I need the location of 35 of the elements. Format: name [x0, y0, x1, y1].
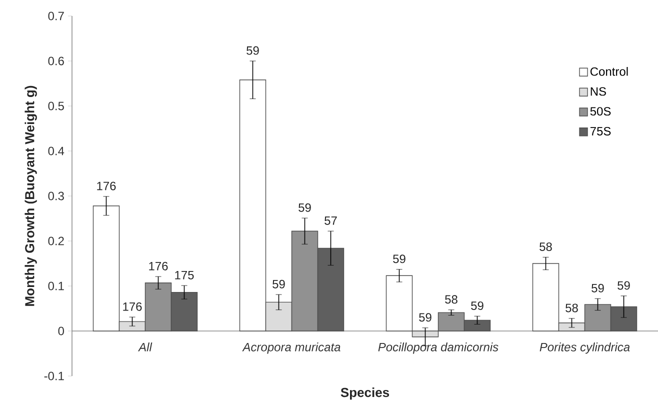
annotation: 59: [298, 203, 311, 212]
y-axis-title: Monthly Growth (Buoyant Weight g): [24, 86, 37, 306]
annotation: 175: [175, 270, 194, 280]
annotation: 59: [246, 46, 259, 55]
x-tick-label: Pocillopora damicornis: [378, 342, 498, 354]
y-tick-label: 0: [58, 326, 64, 336]
annotation: 59: [419, 313, 432, 322]
legend-label: 75S: [590, 126, 611, 136]
legend-label: NS: [590, 87, 606, 96]
x-tick-label: All: [138, 342, 152, 352]
x-tick-label: Porites cylindrica: [540, 342, 630, 354]
y-tick-label: 0.7: [48, 12, 64, 20]
annotation: 58: [445, 295, 458, 304]
y-tick-label: 0.1: [48, 282, 64, 290]
annotation: 59: [272, 280, 285, 288]
annotation: 59: [471, 301, 484, 310]
legend-label: Control: [590, 67, 628, 76]
legend-label: 50S: [590, 107, 611, 116]
y-tick-label: 0.4: [48, 146, 64, 156]
x-tick-label: Acropora muricata: [242, 342, 340, 354]
y-tick-label: 0.5: [48, 102, 64, 110]
y-tick-label: 0.3: [48, 192, 64, 200]
y-tick-label: 0.6: [48, 56, 64, 66]
annotation: 176: [123, 302, 142, 311]
annotation: 59: [592, 284, 604, 292]
annotation: 176: [149, 262, 168, 270]
y-tick-label: 0.2: [48, 236, 64, 246]
annotation: 57: [324, 216, 337, 225]
annotation: 59: [393, 254, 406, 264]
y-tick-label: -0.1: [44, 372, 64, 380]
x-axis-title: Species: [340, 388, 390, 400]
annotation: 58: [566, 304, 578, 312]
annotation: 59: [618, 281, 630, 290]
annotation: 58: [540, 242, 552, 251]
annotation: 176: [97, 182, 116, 190]
